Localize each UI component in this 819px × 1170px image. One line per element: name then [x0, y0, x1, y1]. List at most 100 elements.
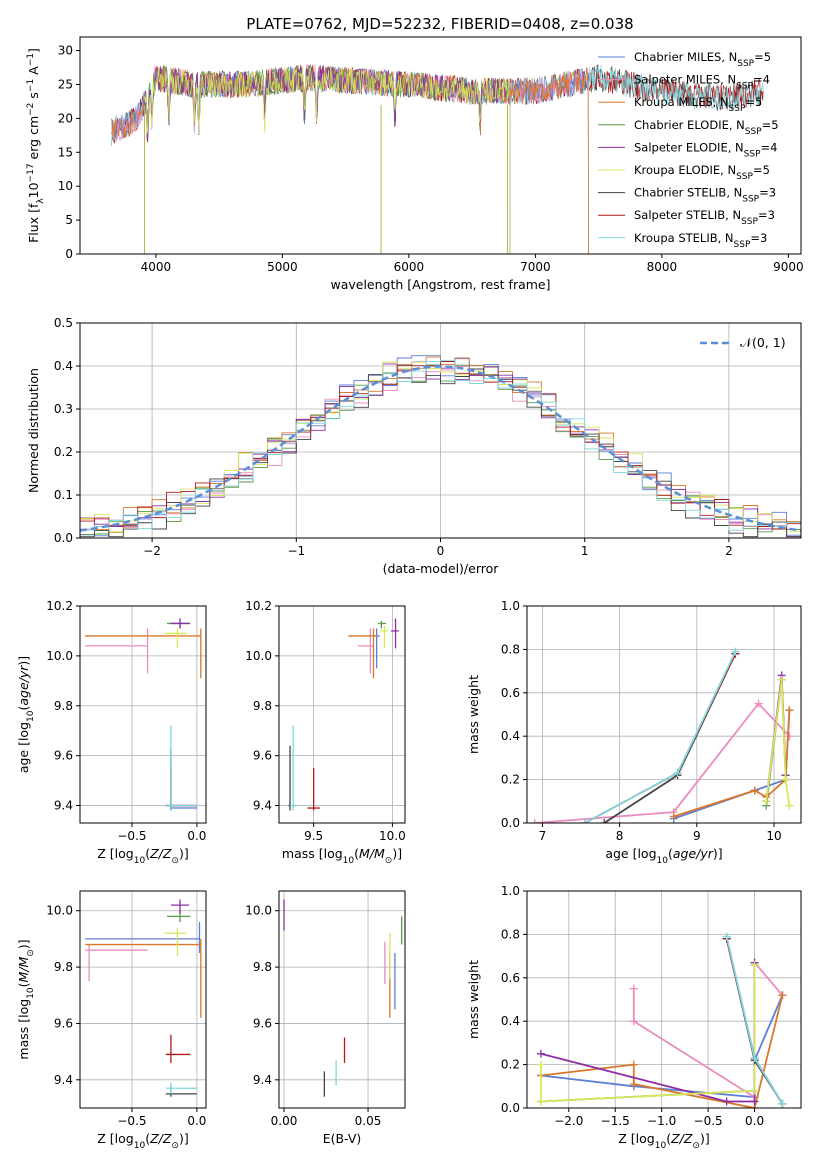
- x-tick-label: 0.05: [355, 1114, 382, 1128]
- y-axis-label: mass weight: [466, 675, 481, 754]
- legend-label: Chabrier ELODIE, NSSP=5: [634, 118, 779, 137]
- y-tick-label: 30: [58, 44, 73, 58]
- x-tick-label: 8000: [647, 260, 678, 274]
- y-axis-label: Normed distribution: [26, 368, 41, 493]
- y-tick-label: 9.6: [253, 1016, 272, 1030]
- y-tick-label: 15: [58, 145, 73, 159]
- panel-age-Z: −0.5 0.0 9.4 9.6 9.8 10.0 10.2 Z [log10(Z/Z⊙)] a…: [16, 599, 207, 866]
- x-tick-label: 0.0: [187, 1114, 206, 1128]
- y-tick-label: 0.4: [54, 359, 73, 373]
- y-tick-label: 1.0: [501, 599, 520, 613]
- y-tick-label: 9.6: [253, 749, 272, 763]
- panel-age-mass: 9.5 10.0 9.4 9.6 9.8 10.0 10.2 mass [log10(M/M⊙…: [245, 599, 405, 866]
- x-tick-label: 0.0: [745, 1114, 764, 1128]
- y-tick-label: 0.5: [54, 316, 73, 330]
- legend-label: Chabrier MILES, NSSP=5: [634, 50, 771, 69]
- x-tick-label: 9.5: [304, 829, 323, 843]
- x-tick-label: 8: [616, 829, 624, 843]
- x-axis-label: E(B-V): [323, 1131, 362, 1146]
- x-tick-label: 7: [539, 829, 547, 843]
- x-tick-label: −2: [143, 544, 161, 558]
- panel-residuals: −2 −1 0 1 2 0.0 0.1 0.2 0.3 0.4 0.5 (data-model)/er…: [26, 316, 802, 576]
- y-tick-label: 9.4: [253, 799, 272, 813]
- axes-frame: [79, 605, 207, 824]
- y-tick-label: 25: [58, 77, 73, 91]
- y-tick-label: 0.0: [501, 1101, 520, 1115]
- y-axis-label: mass weight: [466, 960, 481, 1039]
- x-axis-label: wavelength [Angstrom, rest frame]: [330, 277, 550, 292]
- axes-frame: [79, 322, 802, 539]
- panel-weight-Z: −2.0 −1.5 −1.0 −0.5 0.0 0.0 0.2 0.4 0.6 0.8 1.0 Z […: [466, 884, 802, 1151]
- x-tick-label: 0: [437, 544, 445, 558]
- x-tick-label: 2: [725, 544, 733, 558]
- plot-area: [85, 618, 202, 811]
- y-tick-label: 10.0: [245, 904, 272, 918]
- weight-line: [534, 702, 791, 823]
- y-tick-label: 0.4: [501, 729, 520, 743]
- y-tick-label: 10.0: [46, 904, 73, 918]
- weight-line: [765, 679, 791, 806]
- axes-frame: [526, 605, 802, 824]
- legend-label: Kroupa STELIB, NSSP=3: [634, 231, 767, 250]
- x-tick-label: −0.5: [694, 1114, 723, 1128]
- x-tick-label: 6000: [394, 260, 425, 274]
- legend-label: Chabrier STELIB, NSSP=3: [634, 186, 776, 205]
- y-tick-label: 9.8: [54, 960, 73, 974]
- x-tick-label: −1: [287, 544, 305, 558]
- y-tick-label: 20: [58, 111, 73, 125]
- y-tick-label: 9.6: [54, 1016, 73, 1030]
- plot-area: [536, 932, 787, 1108]
- spectrum-line: [111, 65, 589, 254]
- y-tick-label: 0.2: [501, 1058, 520, 1072]
- legend: Chabrier MILES, NSSP=5 Salpeter MILES, NS…: [598, 50, 779, 250]
- plot-area: [288, 618, 399, 811]
- plot-area: [80, 355, 801, 538]
- axes-frame: [278, 605, 406, 824]
- axes-frame: [278, 890, 406, 1109]
- y-axis-label: mass [log10(M/M⊙)]: [16, 939, 36, 1059]
- spectrum-line: [142, 65, 511, 254]
- plot-area: [283, 899, 403, 1097]
- weight-line: [584, 653, 737, 823]
- x-tick-label: 10: [766, 829, 781, 843]
- y-tick-label: 9.4: [253, 1073, 272, 1087]
- x-tick-label: 1: [581, 544, 589, 558]
- axes-frame: [526, 890, 802, 1109]
- x-tick-label: −2.0: [554, 1114, 583, 1128]
- x-tick-label: 0.0: [187, 829, 206, 843]
- spectrum-line: [142, 65, 511, 254]
- y-tick-label: 9.4: [54, 1073, 73, 1087]
- legend-label: Salpeter MILES, NSSP=4: [634, 73, 770, 92]
- x-tick-label: 0.00: [271, 1114, 298, 1128]
- x-axis-label: Z [log10(Z/Z⊙)]: [97, 846, 188, 866]
- y-tick-label: 5: [65, 213, 73, 227]
- legend-label: Salpeter STELIB, NSSP=3: [634, 208, 775, 227]
- gaussian-curve: [80, 365, 801, 532]
- x-tick-label: 9: [693, 829, 701, 843]
- x-tick-label: −1.5: [601, 1114, 630, 1128]
- y-tick-label: 0.4: [501, 1014, 520, 1028]
- x-tick-label: 4000: [141, 260, 172, 274]
- x-tick-label: 5000: [267, 260, 298, 274]
- legend-label: 𝒩(0, 1): [740, 335, 786, 350]
- x-tick-label: 7000: [520, 260, 551, 274]
- x-tick-label: −1.0: [647, 1114, 676, 1128]
- x-tick-label: −0.5: [117, 829, 146, 843]
- x-axis-label: Z [log10(Z/Z⊙)]: [618, 1131, 709, 1151]
- legend-label: Kroupa ELODIE, NSSP=5: [634, 163, 770, 182]
- plot-area: [85, 899, 202, 1097]
- x-axis-label: mass [log10(M/M⊙)]: [282, 846, 402, 866]
- x-tick-label: −0.5: [117, 1114, 146, 1128]
- panel-spectrum: 4000 5000 6000 7000 8000 9000 0 5 10 15 20 25 30 wave…: [26, 36, 804, 292]
- y-tick-label: 1.0: [501, 884, 520, 898]
- y-tick-label: 0.3: [54, 402, 73, 416]
- weight-line: [603, 653, 737, 823]
- panel-mass-Z: −0.5 0.0 9.4 9.6 9.8 10.0 Z [log10(Z/Z⊙)] mass …: [16, 890, 207, 1151]
- panel-mass-EBV: 0.00 0.05 9.4 9.6 9.8 10.0 E(B-V): [245, 890, 406, 1146]
- y-tick-label: 10.2: [245, 599, 272, 613]
- plot-area: [111, 64, 764, 254]
- axes-frame: [79, 36, 802, 255]
- chart-title: PLATE=0762, MJD=52232, FIBERID=0408, z=0…: [246, 15, 633, 33]
- y-tick-label: 0: [65, 247, 73, 261]
